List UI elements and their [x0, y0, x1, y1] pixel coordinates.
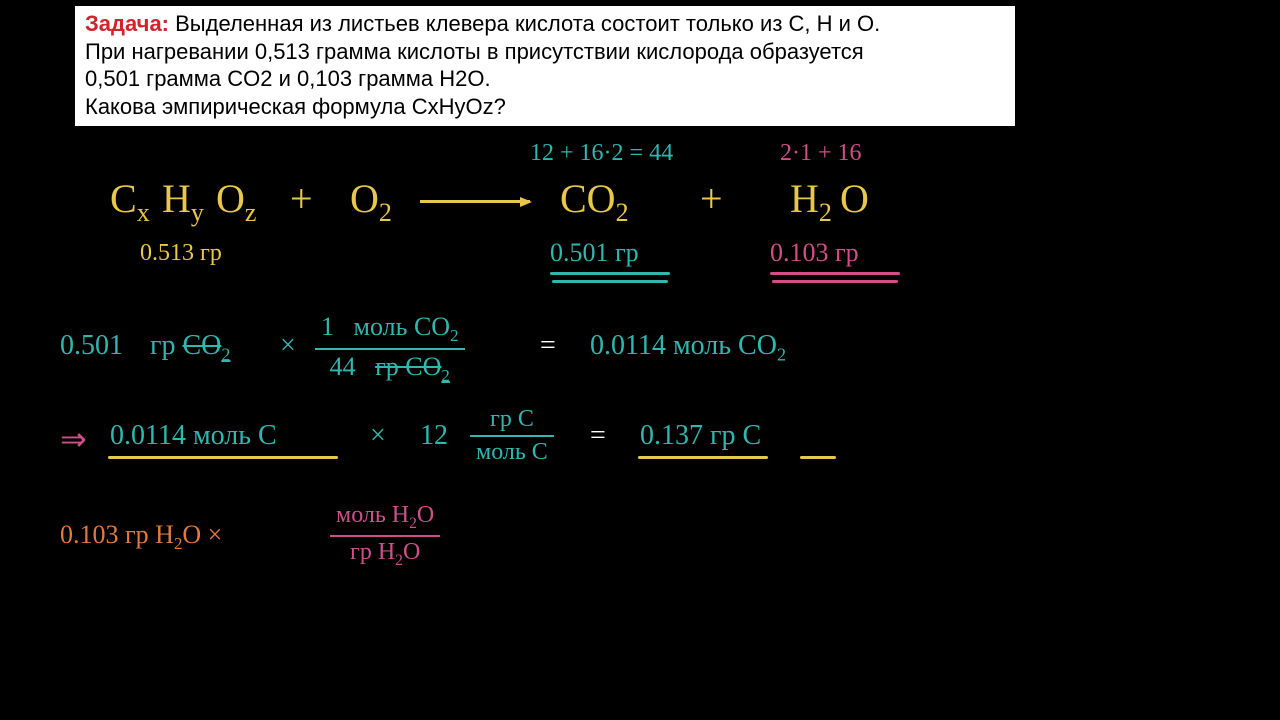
times-1: ×	[280, 330, 296, 362]
problem-label: Задача:	[85, 11, 169, 36]
c-unit-fraction: гр Cмоль C	[470, 406, 554, 466]
mass-co2-underline	[552, 280, 668, 283]
h2o-molar-fraction: моль H2Oгр H2O	[330, 502, 440, 570]
molar-co2: 12 + 16·2 = 44	[530, 140, 673, 167]
problem-line: 0,501 грамма CO2 и 0,103 грамма H2O.	[85, 65, 1005, 93]
co2-molar-fraction: 1 моль CO244 гр CO2	[315, 312, 465, 386]
moles-c: 0.0114 моль C	[110, 420, 277, 452]
mass-c-result: 0.137 гр C	[640, 420, 761, 452]
times-2: ×	[370, 420, 386, 452]
equals-1: =	[540, 330, 556, 362]
product-h2o-o: O	[840, 175, 869, 222]
moles-c-underline	[108, 456, 338, 459]
mass-h2o: 0.103 гр	[770, 238, 859, 268]
co2-mass-value: 0.501	[60, 330, 123, 362]
mass-c-underline-1	[800, 456, 836, 459]
equals-2: =	[590, 420, 606, 452]
mass-h2o-underline	[770, 272, 900, 275]
product-co2: CO2	[560, 175, 629, 228]
problem-line: При нагревании 0,513 грамма кислоты в пр…	[85, 38, 1005, 66]
reagent-cxhyoz-o: Oz	[216, 175, 256, 228]
h2o-mass: 0.103 гр H2O ×	[60, 520, 222, 554]
reagent-o2: O2	[350, 175, 392, 228]
problem-box: Задача: Выделенная из листьев клевера ки…	[75, 6, 1015, 126]
mass-co2: 0.501 гр	[550, 238, 639, 268]
plus1: +	[290, 175, 313, 222]
co2-mass-unit: гр CO2	[150, 330, 230, 366]
reaction-arrow	[420, 200, 530, 203]
mass-h2o-underline	[772, 280, 898, 283]
mass-co2-underline	[550, 272, 670, 275]
implies-arrow: ⇒	[60, 420, 87, 458]
co2-moles-result: 0.0114 моль CO2	[590, 330, 786, 366]
mass-c-underline-0	[638, 456, 768, 459]
molar-h2o: 2·1 + 16	[780, 140, 862, 167]
product-h2o-h: H2	[790, 175, 832, 228]
reagent-cxhyoz-h: Hy	[162, 175, 204, 228]
chemistry-blackboard: Задача: Выделенная из листьев клевера ки…	[0, 0, 1280, 720]
problem-line: Задача: Выделенная из листьев клевера ки…	[85, 10, 1005, 38]
molar-mass-c: 12	[420, 420, 448, 452]
reagent-cxhyoz: Cx	[110, 175, 150, 228]
problem-line: Какова эмпирическая формула CxHyOz?	[85, 93, 1005, 121]
plus2: +	[700, 175, 723, 222]
mass-acid: 0.513 гр	[140, 240, 222, 267]
